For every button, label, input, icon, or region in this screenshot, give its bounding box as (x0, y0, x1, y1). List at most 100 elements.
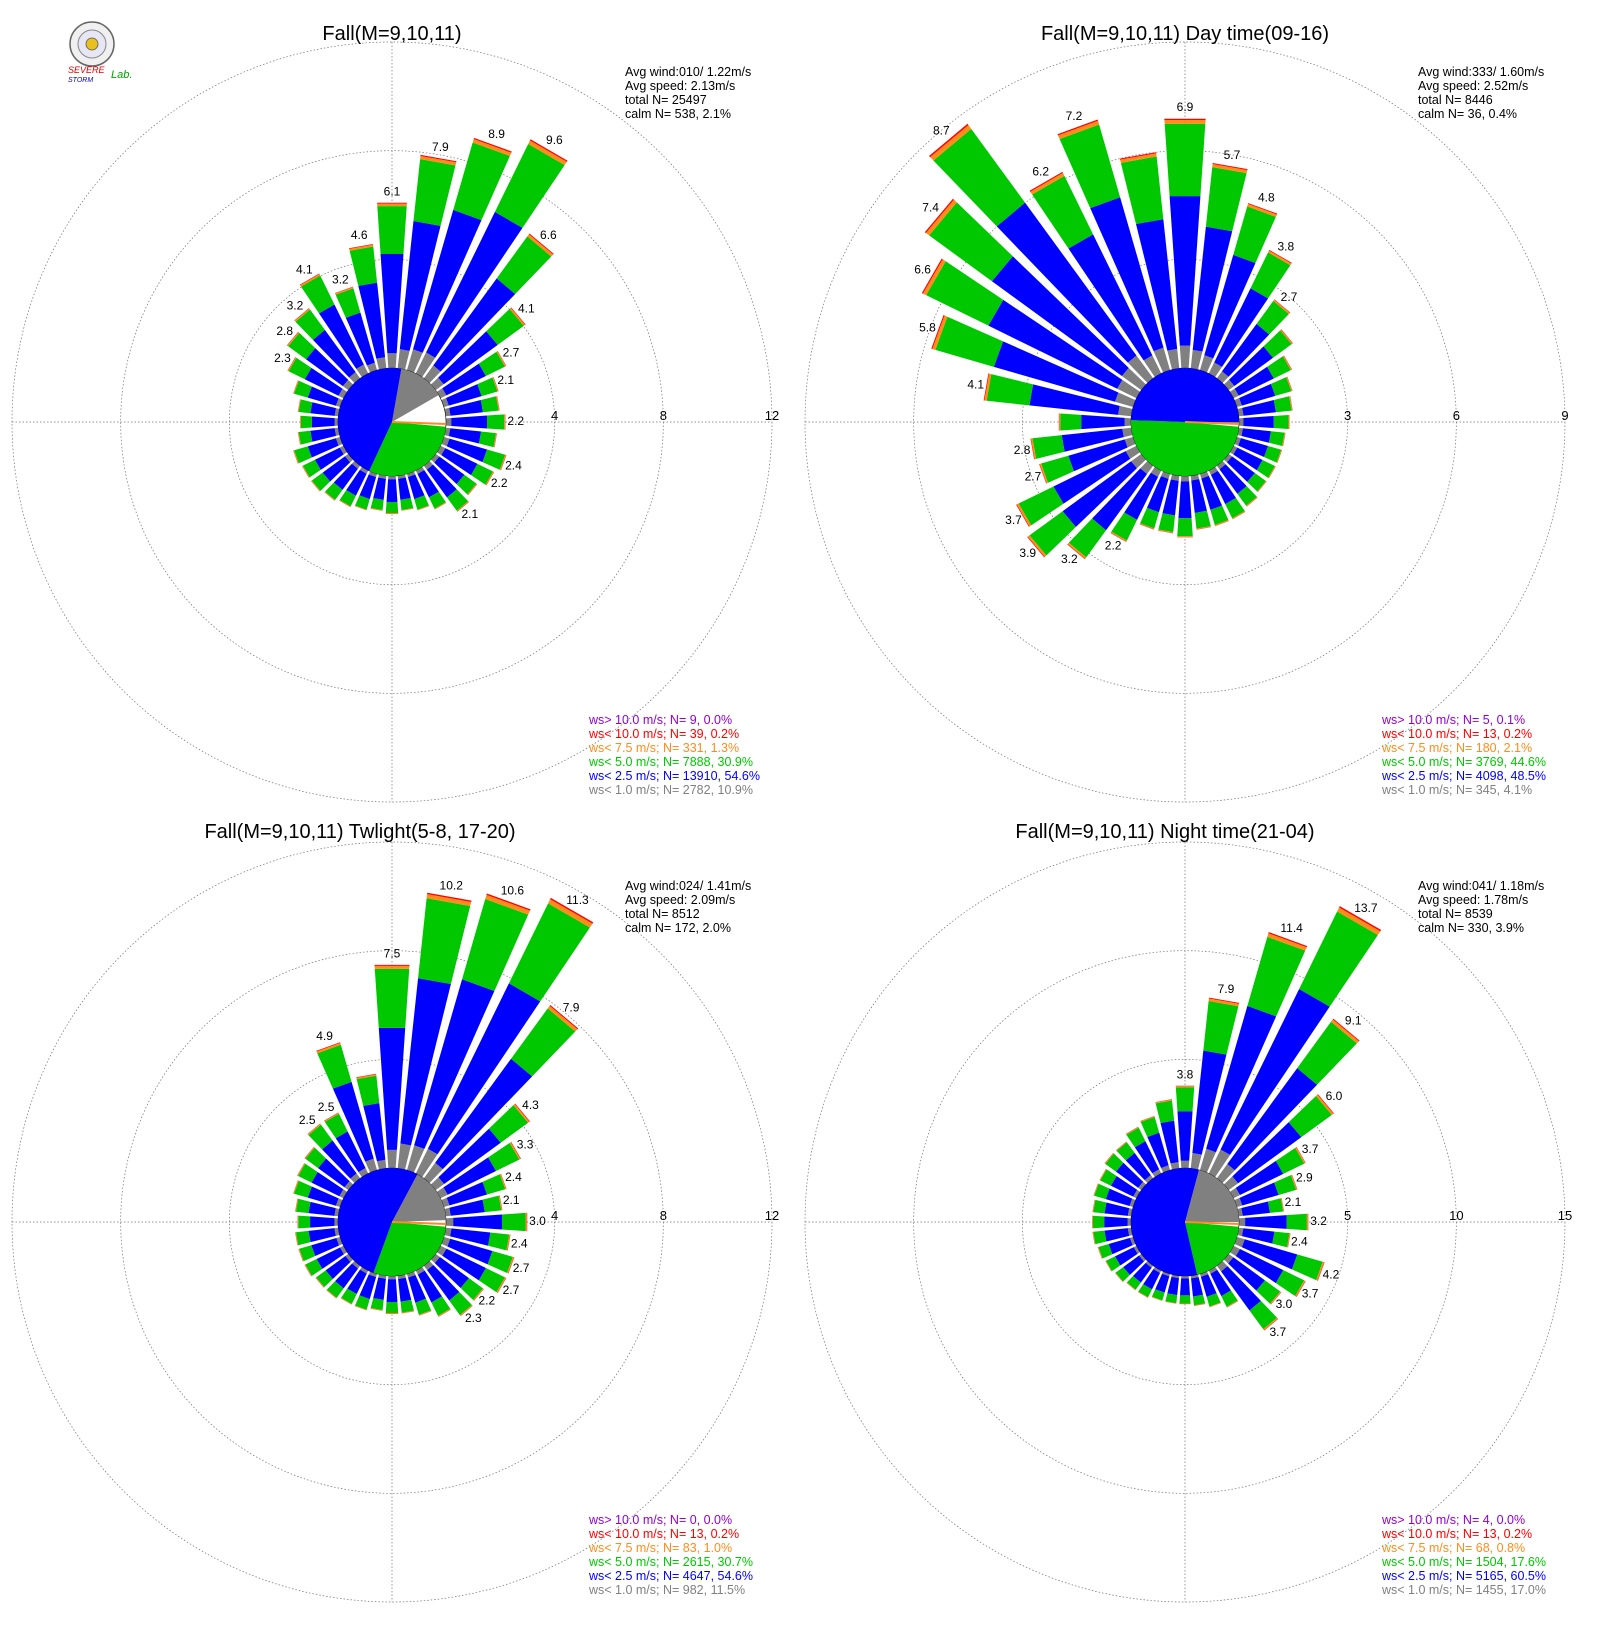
bar-seg-2 (496, 236, 552, 294)
bar-seg-4 (1208, 997, 1240, 1004)
bar-seg-2 (325, 482, 343, 501)
bar-seg-3 (509, 1142, 521, 1160)
bar-label: 3.7 (1302, 1142, 1319, 1156)
stat-line: Avg speed: 1.78m/s (1418, 893, 1528, 907)
bar-seg-0 (436, 445, 446, 456)
bar-seg-1 (1210, 1269, 1232, 1297)
bar-seg-2 (377, 206, 407, 255)
bar-seg-4 (370, 508, 383, 511)
bar-seg-1 (426, 211, 523, 358)
wind-bar-120 (1229, 445, 1276, 479)
bar-seg-4 (529, 139, 568, 162)
bar-seg-2 (1274, 1175, 1297, 1195)
bar-label: 4.1 (296, 262, 313, 276)
bar-seg-4 (1246, 497, 1258, 507)
bar-seg-0 (1138, 1253, 1147, 1262)
bar-seg-0 (1122, 427, 1133, 438)
wind-bar-300: 2.3 (274, 351, 348, 399)
wind-bar-140: 3.7 (1216, 1260, 1286, 1339)
bar-seg-4 (929, 123, 969, 158)
wind-bar-10: 10.2 (397, 878, 472, 1170)
bar-seg-2 (1140, 507, 1159, 529)
bar-seg-2 (487, 1251, 513, 1274)
bar-seg-1 (1214, 288, 1269, 367)
wind-bar-190 (370, 474, 387, 511)
bar-seg-4 (496, 395, 500, 411)
bar-seg-3 (496, 351, 507, 367)
bar-seg-0 (344, 1181, 354, 1191)
bar-seg-0 (397, 1143, 411, 1170)
bar-seg-2 (1268, 431, 1285, 447)
bar-seg-3 (498, 1195, 503, 1211)
wind-rose-panel-1: 6.1 7.9 8.9 9.6 6.6 4.1 2.7 2.1 2.2 2.4 2.2 2.1 2.3 2… (11, 23, 779, 803)
bar-seg-1 (325, 1255, 351, 1279)
bar-seg-4 (1016, 504, 1030, 527)
bar-seg-1 (1204, 254, 1256, 359)
bar-seg-0 (423, 365, 441, 384)
bar-seg-1 (1147, 1132, 1169, 1168)
bar-seg-2 (400, 1299, 414, 1313)
bar-seg-4 (1165, 1301, 1177, 1304)
bar-seg-0 (376, 1159, 387, 1170)
bar-seg-2 (385, 502, 399, 514)
bar-seg-0 (1127, 355, 1154, 384)
bar-seg-2 (1068, 518, 1107, 558)
hub-slice (392, 1174, 446, 1222)
bar-seg-1 (417, 470, 439, 498)
bar-seg-4 (316, 1042, 341, 1052)
bar-seg-0 (1208, 466, 1218, 475)
bar-seg-1 (426, 464, 457, 498)
wind-bar-170 (397, 1274, 415, 1314)
bar-seg-3 (297, 399, 301, 413)
logo-line1: SEVERE (68, 65, 106, 75)
bar-label: 11.3 (566, 893, 589, 907)
bar-seg-2 (339, 490, 356, 507)
bar-seg-2 (1094, 1183, 1110, 1200)
bar-seg-3 (438, 1308, 451, 1317)
stat-line: Avg wind:024/ 1.41m/s (625, 879, 751, 893)
bar-seg-2 (1165, 1293, 1178, 1304)
bar-seg-1 (438, 1128, 501, 1184)
legend-entry: ws< 1.0 m/s; N= 982, 11.5% (588, 1583, 745, 1597)
bar-seg-4 (1214, 520, 1229, 527)
bar-seg-1 (1115, 1162, 1144, 1188)
bar-seg-2 (1164, 123, 1206, 197)
bar-label: 7.9 (1218, 982, 1235, 996)
bar-seg-1 (1068, 439, 1128, 472)
bar-seg-3 (401, 1310, 415, 1314)
wind-bar-10: 7.9 (1190, 982, 1240, 1170)
bar-seg-0 (1118, 405, 1133, 417)
bar-seg-1 (1169, 196, 1201, 346)
bar-seg-4 (1291, 1174, 1298, 1190)
wind-bar-50: 4.3 (430, 1098, 539, 1191)
bar-seg-0 (430, 1253, 440, 1264)
bar-seg-2 (1140, 1116, 1160, 1137)
stat-line: total N= 8512 (625, 907, 700, 921)
bar-seg-3 (1290, 1174, 1298, 1190)
wind-bar-260 (1092, 1227, 1133, 1245)
wind-bar-300: 6.6 (914, 258, 1141, 399)
bar-seg-2 (462, 898, 529, 991)
bar-seg-1 (322, 1140, 357, 1179)
bar-seg-4 (1339, 906, 1382, 932)
bar-seg-1 (332, 1081, 374, 1162)
bar-seg-2 (1177, 518, 1193, 537)
bar-seg-4 (1115, 1272, 1123, 1283)
bar-label: 4.8 (1258, 191, 1275, 205)
bar-seg-1 (1233, 447, 1263, 471)
bar-seg-3 (417, 505, 430, 511)
bar-seg-3 (1092, 1199, 1096, 1213)
bar-seg-3 (1337, 907, 1381, 935)
bar-seg-3 (984, 373, 992, 401)
bar-seg-4 (340, 1298, 352, 1305)
wind-bar-110: 4.2 (1234, 1236, 1340, 1281)
bar-seg-4 (356, 1073, 377, 1078)
bar-label: 7.9 (432, 140, 449, 154)
bar-seg-3 (1257, 481, 1267, 492)
bar-seg-0 (1170, 474, 1180, 481)
wind-bar-40: 6.6 (423, 228, 557, 384)
bar-seg-2 (1032, 435, 1065, 459)
bar-seg-4 (1317, 1262, 1325, 1281)
radius-tick-label: 3 (1344, 408, 1351, 423)
wind-bar-240: 3.7 (1005, 445, 1141, 527)
